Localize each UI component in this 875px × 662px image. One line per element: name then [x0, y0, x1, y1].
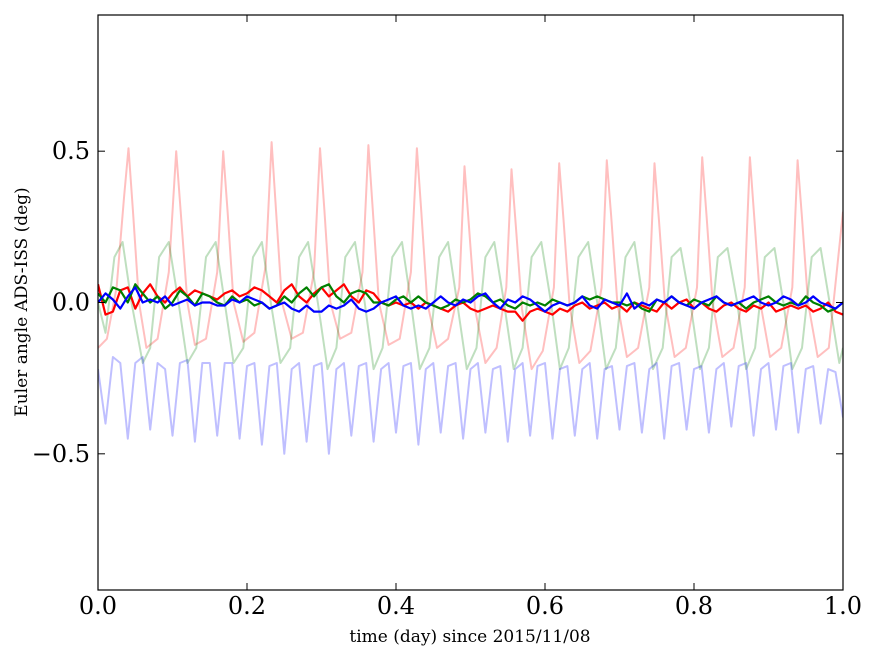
series-line-3	[98, 283, 843, 322]
x-tick-label: 0.4	[377, 592, 415, 620]
x-tick-label: 0.0	[79, 592, 117, 620]
series-line-2	[98, 356, 843, 455]
x-tick-label: 0.8	[675, 592, 713, 620]
y-tick-label: −0.5	[32, 440, 90, 468]
y-tick-label: 0.0	[52, 289, 90, 317]
x-tick-label: 1.0	[824, 592, 862, 620]
series-line-1	[98, 241, 843, 371]
series-line-5	[98, 286, 843, 313]
series-line-0	[98, 141, 843, 371]
series-layer	[98, 141, 843, 455]
x-axis-label: time (day) since 2015/11/08	[349, 627, 590, 647]
y-axis-label: Euler angle ADS-ISS (deg)	[12, 187, 32, 416]
x-tick-label: 0.2	[228, 592, 266, 620]
x-tick-label: 0.6	[526, 592, 564, 620]
ticks-layer: 0.0 0.2 0.4 0.6 0.8 1.0 0.5 0.0 −0.5	[32, 15, 862, 620]
y-tick-label: 0.5	[52, 137, 90, 165]
